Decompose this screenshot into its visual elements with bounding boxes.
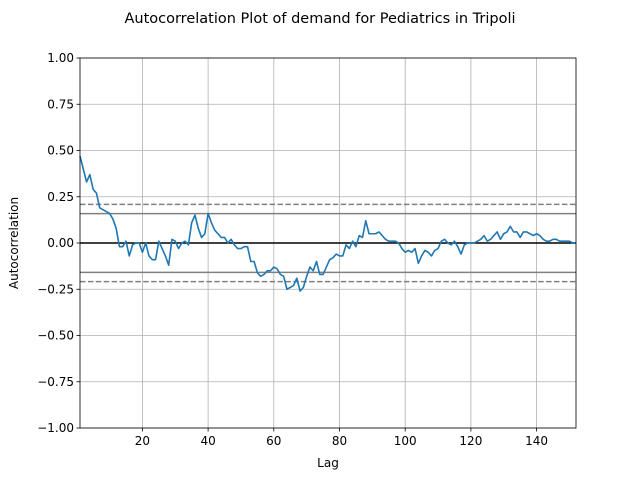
x-axis-ticks: 20 40 60 80 100 120 140	[135, 428, 548, 448]
x-tick-label: 20	[135, 434, 150, 448]
y-tick-label: −1.00	[37, 421, 74, 435]
x-tick-label: 120	[459, 434, 482, 448]
y-tick-label: −0.75	[37, 375, 74, 389]
y-tick-label: 0.25	[47, 190, 74, 204]
x-axis-label: Lag	[317, 456, 339, 470]
x-tick-label: 140	[525, 434, 548, 448]
y-axis-label: Autocorrelation	[7, 197, 21, 289]
autocorrelation-series-line	[79, 155, 576, 292]
x-tick-label: 40	[200, 434, 215, 448]
x-tick-label: 60	[266, 434, 281, 448]
y-tick-label: 0.75	[47, 97, 74, 111]
y-axis-ticks: −1.00 −0.75 −0.50 −0.25 0.00 0.25 0.50 0.75 1.00	[37, 51, 80, 435]
y-tick-label: −0.25	[37, 282, 74, 296]
y-tick-label: 0.50	[47, 144, 74, 158]
y-tick-label: 0.00	[47, 236, 74, 250]
series-group	[79, 155, 576, 292]
y-tick-label: −0.50	[37, 329, 74, 343]
x-tick-label: 80	[332, 434, 347, 448]
x-tick-label: 100	[394, 434, 417, 448]
y-tick-label: 1.00	[47, 51, 74, 65]
reference-lines	[80, 203, 576, 283]
chart-title: Autocorrelation Plot of demand for Pedia…	[124, 11, 515, 27]
